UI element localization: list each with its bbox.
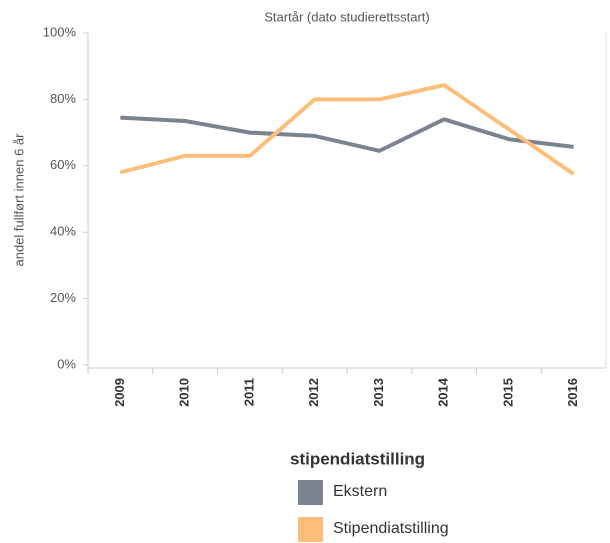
x-tick-label: 2015 bbox=[500, 378, 515, 407]
y-tick-label: 20% bbox=[50, 290, 76, 305]
y-axis-label: andel fullført innen 6 år bbox=[11, 133, 26, 267]
x-tick-label: 2012 bbox=[306, 378, 321, 407]
y-tick-label: 100% bbox=[43, 24, 77, 39]
x-tick-label: 2011 bbox=[241, 378, 256, 406]
y-tick-label: 40% bbox=[50, 224, 76, 239]
line-series bbox=[119, 83, 575, 176]
legend-swatch bbox=[298, 517, 323, 542]
y-tick-label: 0% bbox=[57, 356, 76, 371]
y-tick-label: 80% bbox=[50, 91, 76, 106]
line-series bbox=[120, 115, 574, 153]
y-tick-label: 60% bbox=[50, 157, 76, 172]
chart-title: Startår (dato studierettsstart) bbox=[264, 9, 429, 24]
legend-title: stipendiatstilling bbox=[290, 449, 425, 468]
legend-label: Stipendiatstilling bbox=[333, 520, 449, 537]
x-tick-label: 2013 bbox=[371, 378, 386, 407]
x-tick-label: 2014 bbox=[436, 377, 451, 407]
x-tick-label: 2016 bbox=[565, 378, 580, 407]
x-tick-label: 2009 bbox=[112, 378, 127, 407]
legend-label: Ekstern bbox=[333, 483, 387, 500]
x-tick-label: 2010 bbox=[177, 378, 192, 407]
legend-swatch bbox=[298, 480, 323, 505]
